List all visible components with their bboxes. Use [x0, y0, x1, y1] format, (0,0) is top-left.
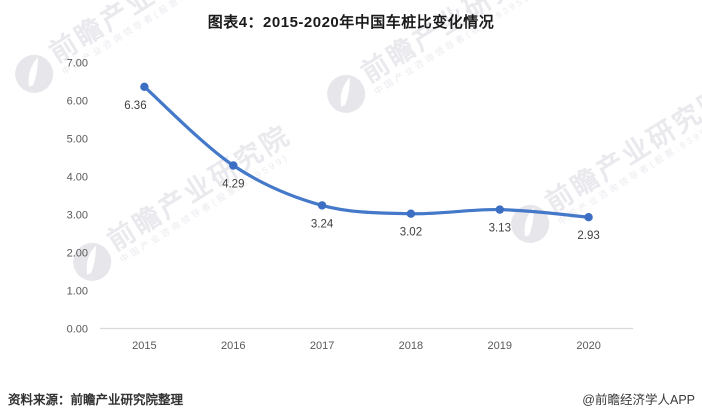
y-tick-label: 5.00	[67, 134, 88, 146]
x-tick-label: 2016	[221, 340, 245, 352]
data-point-marker	[584, 213, 593, 222]
source-note: 资料来源：前瞻产业研究院整理	[8, 393, 184, 407]
data-point-label: 3.13	[489, 223, 511, 235]
x-tick-label: 2019	[488, 340, 512, 352]
y-tick-label: 1.00	[67, 286, 88, 298]
y-tick-label: 7.00	[67, 58, 88, 70]
data-point-label: 3.24	[311, 218, 334, 230]
credit-note: @前瞻经济学人APP	[582, 393, 695, 407]
data-point-marker	[317, 201, 327, 210]
data-point-marker	[229, 161, 238, 170]
series-line	[142, 85, 591, 219]
x-tick-label: 2017	[310, 340, 334, 352]
data-point-marker	[406, 209, 416, 218]
y-tick-label: 4.00	[67, 172, 88, 184]
x-tick-label: 2015	[132, 340, 156, 352]
data-point-marker	[495, 205, 504, 214]
y-tick-label: 0.00	[67, 324, 88, 336]
x-tick-label: 2018	[399, 340, 423, 352]
data-point-label: 6.36	[124, 100, 146, 112]
footer: 资料来源：前瞻产业研究院整理 @前瞻经济学人APP	[0, 389, 702, 408]
data-point-label: 4.29	[222, 179, 244, 191]
y-tick-label: 2.00	[67, 248, 88, 260]
data-point-label: 2.93	[577, 230, 599, 242]
data-point-marker	[140, 82, 149, 92]
data-point-label: 3.02	[400, 227, 422, 239]
x-tick-label: 2020	[576, 340, 600, 352]
y-tick-label: 6.00	[67, 96, 88, 108]
chart-title: 图表4：2015-2020年中国车桩比变化情况	[207, 14, 495, 31]
y-tick-label: 3.00	[67, 210, 88, 222]
